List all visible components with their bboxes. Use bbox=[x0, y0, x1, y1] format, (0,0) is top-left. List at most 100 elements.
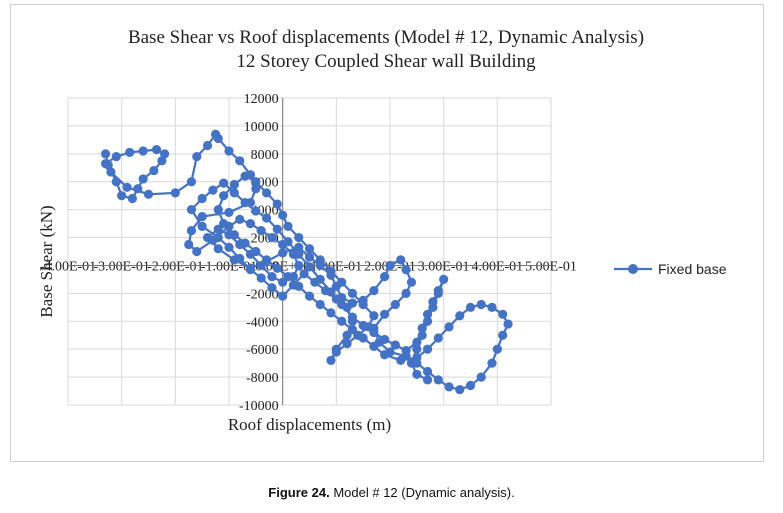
data-point bbox=[197, 193, 207, 204]
y-axis-title: Base Shear (kN) bbox=[37, 205, 56, 317]
data-point bbox=[433, 288, 443, 298]
data-point bbox=[406, 277, 417, 287]
y-tick-label: -8000 bbox=[246, 371, 279, 386]
data-point bbox=[433, 333, 443, 343]
data-point bbox=[396, 355, 406, 365]
data-point bbox=[143, 189, 154, 199]
data-point bbox=[229, 188, 239, 198]
data-point bbox=[428, 302, 438, 312]
data-point bbox=[283, 221, 293, 231]
data-point bbox=[331, 344, 341, 354]
data-point bbox=[111, 152, 121, 162]
data-point bbox=[133, 184, 143, 194]
data-point bbox=[288, 280, 298, 290]
data-point bbox=[278, 291, 288, 301]
data-point bbox=[192, 246, 202, 257]
data-point bbox=[245, 265, 256, 275]
data-point bbox=[401, 345, 411, 356]
data-point bbox=[213, 244, 223, 254]
data-point bbox=[492, 344, 502, 354]
data-point bbox=[439, 274, 449, 285]
data-point bbox=[380, 350, 390, 360]
data-point bbox=[503, 319, 513, 329]
y-tick-label: -10000 bbox=[239, 399, 279, 414]
data-point bbox=[224, 146, 234, 156]
data-point bbox=[100, 158, 111, 169]
data-point bbox=[213, 205, 223, 215]
x-tick-label: -2.00E-01 bbox=[147, 259, 203, 274]
data-point bbox=[401, 288, 411, 298]
data-point bbox=[138, 146, 148, 156]
data-point bbox=[412, 369, 422, 379]
data-point bbox=[353, 330, 363, 340]
data-point bbox=[240, 238, 250, 248]
data-point bbox=[417, 330, 427, 340]
data-point bbox=[304, 244, 315, 254]
data-point bbox=[455, 385, 465, 395]
data-point bbox=[385, 260, 395, 271]
data-point bbox=[127, 193, 137, 204]
data-point bbox=[219, 191, 229, 201]
data-point bbox=[125, 147, 135, 158]
data-point bbox=[111, 177, 121, 187]
data-point bbox=[396, 255, 406, 265]
series-fixed-base bbox=[100, 129, 513, 395]
data-point bbox=[342, 330, 352, 340]
data-point bbox=[369, 327, 379, 338]
data-point bbox=[417, 323, 427, 333]
data-point bbox=[465, 380, 476, 391]
data-point bbox=[251, 177, 261, 187]
data-point bbox=[235, 214, 245, 225]
data-point bbox=[192, 152, 202, 162]
data-point bbox=[267, 232, 277, 243]
data-point bbox=[219, 178, 229, 188]
data-point bbox=[160, 149, 170, 159]
chart-title-block: Base Shear vs Roof displacements (Model … bbox=[10, 26, 762, 74]
data-point bbox=[326, 287, 336, 297]
data-point bbox=[369, 341, 379, 351]
data-point bbox=[213, 232, 223, 243]
y-tick-labels: -10000-8000-6000-4000-200002000400060008… bbox=[239, 92, 279, 414]
data-point bbox=[186, 177, 197, 187]
data-point bbox=[487, 302, 497, 312]
data-point bbox=[455, 311, 465, 321]
data-point bbox=[412, 337, 422, 347]
data-point bbox=[202, 140, 213, 151]
data-point bbox=[149, 165, 159, 176]
data-point bbox=[251, 184, 261, 194]
data-point bbox=[347, 288, 358, 298]
y-tick-label: 12000 bbox=[244, 92, 279, 107]
data-point bbox=[294, 249, 304, 259]
data-point bbox=[122, 182, 132, 192]
data-point bbox=[390, 340, 400, 350]
data-point bbox=[272, 199, 282, 209]
data-point bbox=[256, 273, 266, 283]
data-point bbox=[406, 358, 417, 368]
data-point bbox=[369, 285, 379, 296]
data-point bbox=[498, 309, 508, 319]
data-point bbox=[283, 272, 293, 282]
data-point bbox=[229, 179, 239, 190]
data-point bbox=[100, 149, 111, 159]
x-axis-title: Roof displacements (m) bbox=[228, 415, 391, 434]
legend-label: Fixed base bbox=[658, 261, 727, 277]
data-point bbox=[272, 263, 282, 273]
y-tick-label: 10000 bbox=[244, 120, 279, 135]
data-point bbox=[256, 225, 266, 236]
data-point bbox=[229, 230, 239, 240]
data-point bbox=[476, 299, 486, 310]
data-point bbox=[151, 145, 162, 155]
data-point bbox=[267, 283, 277, 293]
data-point bbox=[235, 156, 245, 166]
y-tick-label: -4000 bbox=[246, 315, 279, 330]
data-point bbox=[184, 239, 194, 250]
data-point bbox=[380, 309, 390, 319]
data-point bbox=[422, 375, 433, 385]
data-point bbox=[358, 320, 368, 331]
data-point bbox=[380, 334, 390, 345]
x-tick-label: 3.00E-01 bbox=[418, 259, 470, 274]
data-point bbox=[369, 311, 379, 321]
data-point bbox=[326, 355, 336, 365]
data-point bbox=[261, 213, 272, 223]
data-point bbox=[326, 308, 336, 318]
